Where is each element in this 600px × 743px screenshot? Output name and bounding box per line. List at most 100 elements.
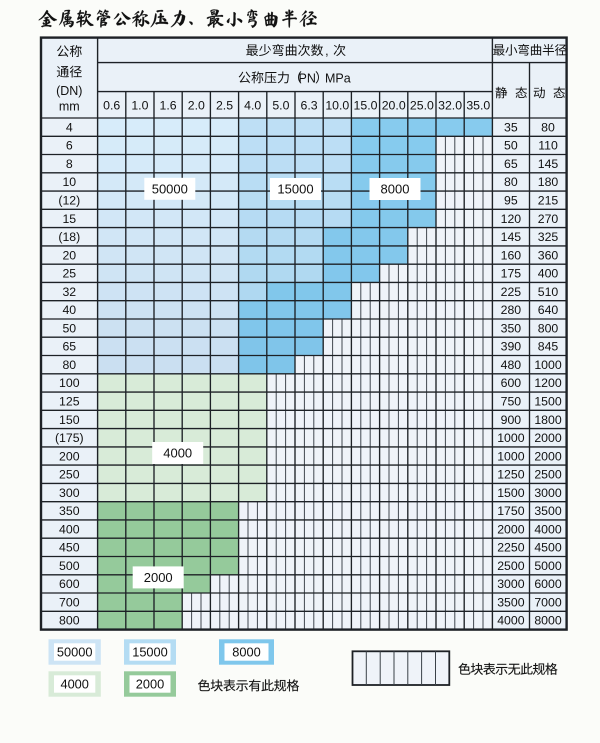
svg-text:450: 450: [59, 541, 80, 555]
svg-text:(175): (175): [55, 431, 84, 445]
svg-text:390: 390: [501, 340, 522, 354]
svg-text:32: 32: [62, 285, 76, 299]
svg-text:250: 250: [59, 468, 80, 482]
svg-text:25: 25: [62, 267, 76, 281]
svg-text:8: 8: [66, 157, 73, 171]
svg-text:(DN): (DN): [56, 84, 82, 98]
svg-text:25.0: 25.0: [410, 98, 434, 112]
svg-text:350: 350: [501, 321, 522, 335]
svg-text:50000: 50000: [152, 181, 188, 196]
svg-text:270: 270: [538, 212, 559, 226]
svg-text:,: ,: [325, 44, 328, 58]
svg-text:0.6: 0.6: [103, 98, 120, 112]
svg-text:PN: PN: [299, 71, 316, 85]
svg-text:215: 215: [538, 194, 559, 208]
svg-text:180: 180: [538, 175, 559, 189]
svg-text:110: 110: [538, 139, 558, 153]
svg-text:2000: 2000: [144, 570, 173, 585]
svg-text:175: 175: [501, 267, 522, 281]
svg-text:50: 50: [62, 321, 76, 335]
svg-text:8000: 8000: [534, 614, 562, 628]
svg-text:1500: 1500: [534, 395, 562, 409]
svg-text:400: 400: [538, 267, 559, 281]
svg-text:(12): (12): [58, 194, 80, 208]
svg-text:6000: 6000: [534, 577, 562, 591]
svg-text:500: 500: [59, 559, 80, 573]
svg-text:3500: 3500: [534, 504, 562, 518]
svg-text:120: 120: [501, 212, 522, 226]
svg-text:MPa: MPa: [325, 71, 351, 85]
svg-text:65: 65: [62, 340, 76, 354]
svg-text:510: 510: [538, 285, 559, 299]
svg-text:1.6: 1.6: [160, 98, 177, 112]
svg-text:40: 40: [62, 303, 76, 317]
svg-text:2000: 2000: [497, 522, 525, 536]
svg-text:80: 80: [504, 175, 518, 189]
svg-text:2250: 2250: [497, 541, 525, 555]
svg-text:225: 225: [501, 285, 522, 299]
svg-text:700: 700: [59, 596, 80, 610]
svg-text:845: 845: [538, 340, 559, 354]
svg-text:200: 200: [59, 449, 80, 463]
svg-text:800: 800: [538, 321, 559, 335]
svg-text:400: 400: [59, 522, 80, 536]
svg-text:4: 4: [66, 120, 73, 134]
svg-text:1.0: 1.0: [131, 98, 148, 112]
svg-text:4.0: 4.0: [244, 98, 261, 112]
svg-text:8000: 8000: [381, 182, 410, 197]
svg-text:2.5: 2.5: [216, 98, 233, 112]
svg-text:10: 10: [62, 175, 76, 189]
svg-text:35.0: 35.0: [466, 98, 490, 112]
svg-text:300: 300: [59, 486, 80, 500]
svg-text:600: 600: [501, 376, 522, 390]
svg-text:10.0: 10.0: [325, 98, 349, 112]
svg-text:2500: 2500: [534, 468, 562, 482]
svg-text:1750: 1750: [497, 504, 525, 518]
svg-text:160: 160: [501, 248, 522, 262]
svg-text:4000: 4000: [497, 614, 525, 628]
svg-text:4500: 4500: [534, 541, 562, 555]
svg-text:125: 125: [59, 395, 80, 409]
svg-text:640: 640: [538, 303, 559, 317]
svg-text:7000: 7000: [534, 596, 562, 610]
svg-text:8000: 8000: [232, 645, 260, 660]
svg-text:50: 50: [504, 139, 518, 153]
svg-text:4000: 4000: [163, 446, 192, 461]
svg-text:1000: 1000: [534, 358, 562, 372]
svg-text:4000: 4000: [534, 522, 562, 536]
svg-text:2500: 2500: [497, 559, 525, 573]
svg-text:2000: 2000: [136, 677, 164, 692]
svg-text:150: 150: [59, 413, 80, 427]
svg-text:15000: 15000: [277, 182, 313, 197]
svg-text:3000: 3000: [497, 577, 525, 591]
svg-text:1800: 1800: [534, 413, 562, 427]
svg-text:1200: 1200: [534, 376, 562, 390]
svg-text:5.0: 5.0: [272, 98, 289, 112]
svg-text:15000: 15000: [132, 645, 168, 660]
svg-text:1500: 1500: [497, 486, 525, 500]
svg-text:2000: 2000: [534, 449, 562, 463]
svg-text:900: 900: [501, 413, 522, 427]
svg-text:35: 35: [504, 120, 518, 134]
svg-text:95: 95: [504, 194, 518, 208]
svg-text:15: 15: [62, 212, 76, 226]
svg-text:65: 65: [504, 157, 518, 171]
svg-text:350: 350: [59, 504, 80, 518]
svg-text:15.0: 15.0: [354, 98, 378, 112]
svg-text:32.0: 32.0: [438, 98, 462, 112]
svg-text:600: 600: [59, 577, 80, 591]
svg-text:1000: 1000: [497, 449, 525, 463]
svg-text:360: 360: [538, 248, 559, 262]
svg-text:6: 6: [66, 139, 73, 153]
svg-text:325: 325: [538, 230, 559, 244]
svg-text:750: 750: [501, 395, 522, 409]
svg-text:20.0: 20.0: [382, 98, 406, 112]
svg-text:80: 80: [541, 120, 555, 134]
svg-text:2000: 2000: [534, 431, 562, 445]
svg-text:800: 800: [59, 614, 80, 628]
svg-text:(18): (18): [58, 230, 80, 244]
svg-text:3000: 3000: [534, 486, 562, 500]
svg-text:1000: 1000: [497, 431, 525, 445]
svg-text:50000: 50000: [57, 645, 93, 660]
svg-text:4000: 4000: [60, 677, 88, 692]
